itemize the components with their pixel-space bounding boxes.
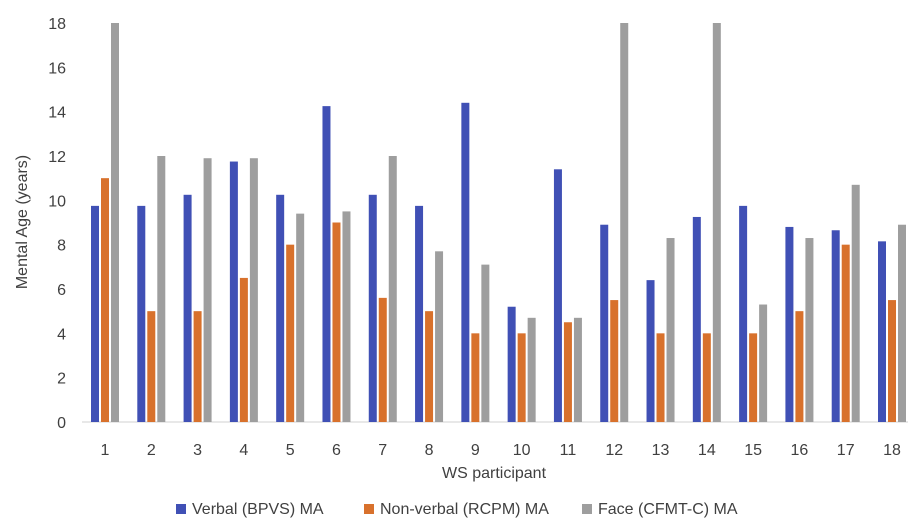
bar-verbal — [183, 194, 192, 422]
bar-verbal — [692, 216, 701, 422]
legend-label: Non-verbal (RCPM) MA — [380, 501, 549, 518]
bar-verbal — [831, 230, 840, 422]
x-tick-label: 16 — [791, 442, 809, 459]
y-axis-title: Mental Age (years) — [14, 155, 31, 289]
bar-nonverbal — [378, 297, 387, 422]
bar-face — [573, 317, 582, 422]
y-tick-label: 8 — [57, 238, 66, 255]
bar-face — [712, 23, 721, 422]
bar-nonverbal — [517, 333, 526, 422]
bar-face — [388, 156, 397, 422]
bar-verbal — [229, 161, 238, 422]
bar-face — [666, 238, 675, 422]
x-tick-label: 12 — [605, 442, 623, 459]
bar-nonverbal — [749, 333, 758, 422]
bar-nonverbal — [656, 333, 665, 422]
bar-verbal — [137, 205, 146, 422]
x-tick-label: 10 — [513, 442, 531, 459]
bar-face — [759, 304, 768, 422]
y-tick-label: 6 — [57, 282, 66, 299]
legend-swatch — [176, 504, 186, 514]
x-tick-label: 8 — [425, 442, 434, 459]
y-tick-label: 2 — [57, 371, 66, 388]
bar-verbal — [276, 194, 285, 422]
bar-nonverbal — [702, 333, 711, 422]
y-axis: 0 2 4 6 8 10 12 14 16 18 — [48, 16, 66, 432]
x-tick-label: 1 — [101, 442, 110, 459]
x-tick-label: 2 — [147, 442, 156, 459]
bar-nonverbal — [147, 311, 156, 422]
bar-verbal — [739, 205, 748, 422]
legend: Verbal (BPVS) MA Non-verbal (RCPM) MA Face… — [176, 501, 738, 518]
bar-nonverbal — [795, 311, 804, 422]
bar-verbal — [646, 280, 655, 422]
legend-label: Face (CFMT-C) MA — [598, 501, 738, 518]
bar-face — [481, 264, 490, 422]
bar-face — [157, 156, 166, 422]
y-tick-label: 18 — [48, 16, 66, 33]
bar-verbal — [600, 224, 609, 422]
y-tick-label: 4 — [57, 326, 66, 343]
bar-face — [249, 158, 258, 422]
y-tick-label: 10 — [48, 193, 66, 210]
bar-verbal — [91, 205, 99, 422]
bar-face — [851, 184, 860, 422]
x-tick-label: 17 — [837, 442, 855, 459]
bar-nonverbal — [841, 244, 850, 422]
x-tick-label: 15 — [744, 442, 762, 459]
x-tick-label: 6 — [332, 442, 341, 459]
legend-swatch — [364, 504, 374, 514]
x-tick-label: 4 — [239, 442, 248, 459]
bar-verbal — [415, 205, 424, 422]
bar-face — [203, 158, 212, 422]
bar-face — [111, 23, 119, 422]
bars — [91, 23, 906, 423]
y-tick-label: 0 — [57, 415, 66, 432]
bar-verbal — [553, 169, 562, 422]
bar-nonverbal — [332, 222, 341, 422]
x-tick-label: 18 — [883, 442, 901, 459]
legend-label: Verbal (BPVS) MA — [192, 501, 324, 518]
bar-nonverbal — [425, 311, 434, 422]
bar-nonverbal — [610, 300, 619, 422]
x-tick-label: 14 — [698, 442, 716, 459]
bar-face — [296, 213, 305, 422]
bar-face — [527, 317, 536, 422]
bar-verbal — [461, 102, 470, 423]
bar-verbal — [785, 226, 794, 422]
bar-nonverbal — [193, 311, 202, 422]
y-tick-label: 16 — [48, 60, 66, 77]
bar-verbal — [368, 194, 377, 422]
bar-face — [898, 224, 906, 422]
bar-face — [435, 251, 444, 422]
x-tick-label: 9 — [471, 442, 480, 459]
bar-verbal — [507, 306, 516, 422]
bar-nonverbal — [471, 333, 480, 422]
bar-nonverbal — [286, 244, 295, 422]
bar-verbal — [878, 241, 886, 422]
x-tick-label: 13 — [652, 442, 670, 459]
y-tick-label: 14 — [48, 105, 66, 122]
x-axis-title: WS participant — [442, 465, 547, 482]
bar-face — [805, 238, 814, 422]
x-axis: 1 2 3 4 5 6 7 8 9 10 11 12 13 14 15 16 17 18 — [101, 442, 901, 459]
legend-swatch — [582, 504, 592, 514]
bar-nonverbal — [888, 300, 896, 422]
bar-face — [342, 211, 351, 422]
x-tick-label: 11 — [560, 442, 577, 459]
x-tick-label: 3 — [193, 442, 202, 459]
x-tick-label: 5 — [286, 442, 295, 459]
x-tick-label: 7 — [378, 442, 387, 459]
bar-verbal — [322, 106, 331, 422]
bar-nonverbal — [563, 322, 572, 422]
bar-nonverbal — [101, 178, 109, 422]
bar-nonverbal — [239, 277, 248, 422]
y-tick-label: 12 — [48, 149, 66, 166]
bar-face — [620, 23, 629, 422]
